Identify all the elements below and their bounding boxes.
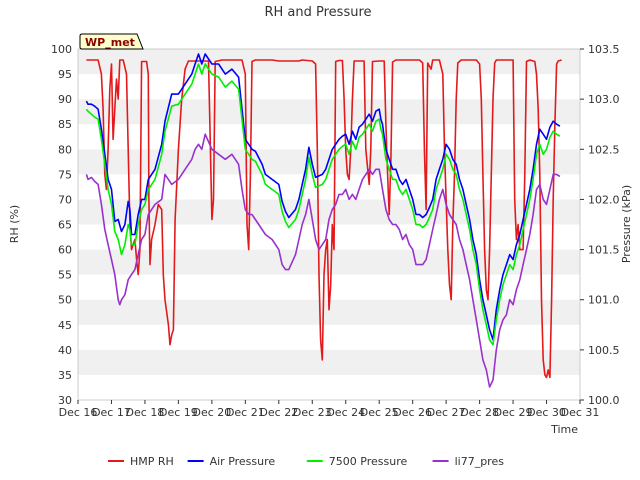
- grid-bands: [78, 49, 580, 400]
- series-line-air-pressure: [85, 53, 561, 341]
- y-right-tick-label: 101.5: [588, 244, 620, 257]
- y-left-tick-label: 60: [58, 244, 72, 257]
- x-tick-label: Dec 16: [59, 406, 98, 419]
- grid-band: [78, 349, 580, 375]
- site-label-badge: WP_met: [79, 33, 144, 50]
- legend-label: HMP RH: [130, 455, 174, 468]
- y-right-tick-label: 103.5: [588, 43, 620, 56]
- x-tick-label: Dec 26: [393, 406, 432, 419]
- series-line-li77-pres: [85, 133, 561, 388]
- y-left-tick-label: 90: [58, 93, 72, 106]
- chart-title: RH and Pressure: [264, 5, 371, 20]
- y-left-tick-label: 40: [58, 344, 72, 357]
- series-line-7500-pressure: [85, 63, 561, 346]
- plot-frame: [77, 48, 581, 401]
- y-right-tick-label: 102.0: [588, 193, 620, 206]
- y-right-tick-label: 100.0: [588, 394, 620, 407]
- y-axis-right-ticks: 100.0 100.5 101.0 101.5 102.0 102.5 103.0 103.5: [580, 43, 620, 407]
- y-right-tick-label: 103.0: [588, 93, 620, 106]
- grid-band: [78, 224, 580, 250]
- grid-band: [78, 124, 580, 150]
- y-left-tick-label: 30: [58, 394, 72, 407]
- y-left-tick-label: 85: [58, 118, 72, 131]
- y-right-tick-label: 101.0: [588, 294, 620, 307]
- y-left-tick-label: 70: [58, 193, 72, 206]
- y-axis-right-label: Pressure (kPa): [620, 185, 633, 263]
- x-tick-label: Dec 31: [561, 406, 600, 419]
- y-axis-left-ticks: 30 35 40 45 50 55 60 65 70 75 80 85 90 95 100: [51, 43, 72, 407]
- plot-lines: [85, 53, 562, 388]
- grid-band: [78, 74, 580, 100]
- x-tick-label: Dec 27: [427, 406, 466, 419]
- y-left-tick-label: 75: [58, 168, 72, 181]
- x-tick-label: Dec 22: [259, 406, 298, 419]
- x-tick-label: Dec 19: [159, 406, 198, 419]
- x-tick-label: Dec 29: [494, 406, 533, 419]
- grid-band: [78, 324, 580, 350]
- x-tick-label: Dec 20: [192, 406, 231, 419]
- x-tick-label: Dec 23: [293, 406, 332, 419]
- y-left-tick-label: 55: [58, 269, 72, 282]
- x-tick-label: Dec 17: [92, 406, 131, 419]
- x-tick-label: Dec 18: [126, 406, 165, 419]
- y-left-tick-label: 100: [51, 43, 72, 56]
- legend: HMP RH Air Pressure 7500 Pressure li77_pres: [108, 455, 504, 468]
- x-tick-label: Dec 25: [360, 406, 399, 419]
- y-right-tick-label: 100.5: [588, 344, 620, 357]
- x-tick-label: Dec 28: [460, 406, 499, 419]
- y-left-tick-label: 50: [58, 294, 72, 307]
- grid-band: [78, 174, 580, 200]
- y-left-tick-label: 35: [58, 369, 72, 382]
- y-left-tick-label: 95: [58, 68, 72, 81]
- site-label-text: WP_met: [85, 36, 135, 49]
- grid-band: [78, 374, 580, 400]
- series-line-hmp-rh: [86, 59, 562, 379]
- x-tick-label: Dec 30: [527, 406, 566, 419]
- x-tick-label: Dec 21: [226, 406, 265, 419]
- legend-label: Air Pressure: [210, 455, 276, 468]
- y-left-tick-label: 80: [58, 143, 72, 156]
- y-axis-left-label: RH (%): [8, 205, 21, 243]
- x-tick-label: Dec 24: [326, 406, 365, 419]
- grid-band: [78, 99, 580, 125]
- grid-band: [78, 249, 580, 275]
- y-right-tick-label: 102.5: [588, 143, 620, 156]
- legend-label: li77_pres: [455, 455, 505, 468]
- x-axis-label: Time: [550, 423, 578, 436]
- grid-band: [78, 49, 580, 75]
- y-left-tick-label: 65: [58, 219, 72, 232]
- legend-label: 7500 Pressure: [329, 455, 408, 468]
- y-left-tick-label: 45: [58, 319, 72, 332]
